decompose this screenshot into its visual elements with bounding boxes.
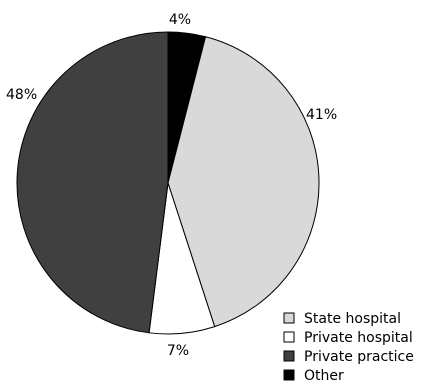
legend-swatch-other — [283, 369, 295, 381]
slice-label-private-practice: 48% — [6, 87, 37, 103]
legend-label-private-hospital: Private hospital — [304, 330, 413, 346]
pie-labels: 4% 41% 7% 48% — [6, 12, 337, 359]
slice-label-private-hospital: 7% — [167, 343, 189, 359]
pie-slice-state-hospital — [167, 36, 320, 328]
pie-slices — [16, 31, 320, 335]
legend-label-private-practice: Private practice — [304, 349, 414, 365]
slice-label-state-hospital: 41% — [306, 107, 337, 123]
legend-swatch-state-hospital — [283, 312, 295, 324]
slice-label-other: 4% — [169, 12, 191, 28]
pie-slice-private-practice — [16, 31, 169, 334]
legend-swatch-private-hospital — [283, 331, 295, 343]
legend-label-state-hospital: State hospital — [304, 311, 401, 327]
legend: State hospital Private hospital Private pr… — [283, 311, 414, 384]
legend-swatch-private-practice — [283, 350, 295, 362]
legend-label-other: Other — [304, 368, 344, 384]
